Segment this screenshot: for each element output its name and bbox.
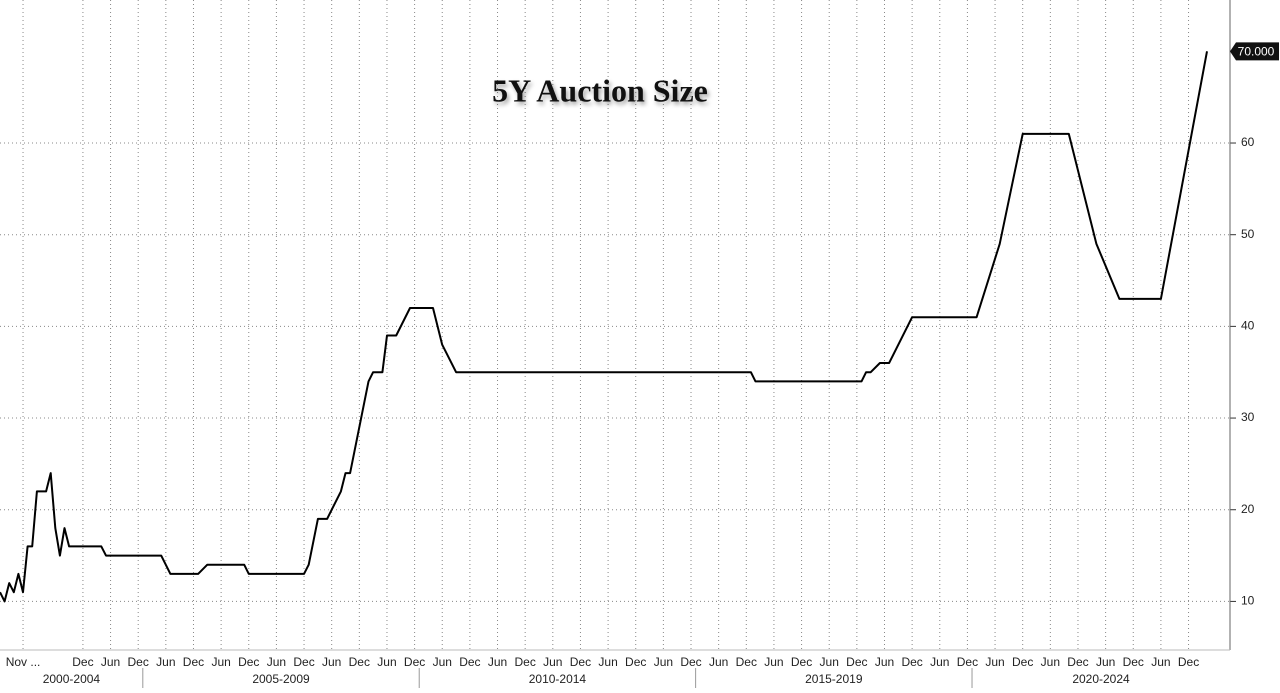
x-group-label: 2015-2019: [805, 672, 863, 686]
x-tick-label: Dec: [128, 655, 149, 669]
y-tick-label: 30: [1241, 410, 1255, 424]
x-tick-label: Dec: [1067, 655, 1088, 669]
x-tick-label: Jun: [1151, 655, 1170, 669]
x-tick-label: Jun: [488, 655, 507, 669]
x-tick-label: Jun: [764, 655, 783, 669]
x-tick-label: Dec: [1178, 655, 1199, 669]
last-value-tag: [1230, 42, 1279, 61]
chart-title: 5Y Auction Size: [492, 72, 708, 108]
x-tick-label: Dec: [183, 655, 204, 669]
x-tick-label: Jun: [211, 655, 230, 669]
x-tick-label: Dec: [1123, 655, 1144, 669]
y-tick-label: 20: [1241, 502, 1255, 516]
x-group-label: 2010-2014: [529, 672, 587, 686]
x-tick-label: Dec: [736, 655, 757, 669]
y-tick-label: 40: [1241, 319, 1255, 333]
x-tick-label: Dec: [846, 655, 867, 669]
x-group-label: 2020-2024: [1072, 672, 1130, 686]
x-tick-label: Jun: [709, 655, 728, 669]
x-tick-label: Jun: [1041, 655, 1060, 669]
x-tick-label: Jun: [433, 655, 452, 669]
x-tick-label: Dec: [791, 655, 812, 669]
x-group-label: 2005-2009: [252, 672, 310, 686]
x-tick-label: Jun: [985, 655, 1004, 669]
x-tick-label: Jun: [930, 655, 949, 669]
x-group-label: 2000-2004: [43, 672, 101, 686]
x-tick-label: Dec: [901, 655, 922, 669]
x-tick-label: Dec: [238, 655, 259, 669]
x-tick-label: Jun: [543, 655, 562, 669]
x-tick-label: Jun: [267, 655, 286, 669]
x-tick-label: Jun: [598, 655, 617, 669]
last-value-label: 70.000: [1238, 45, 1275, 59]
x-tick-label: Jun: [377, 655, 396, 669]
x-tick-label: Jun: [1096, 655, 1115, 669]
x-tick-label: Jun: [156, 655, 175, 669]
x-tick-label: Dec: [680, 655, 701, 669]
y-tick-label: 10: [1241, 594, 1255, 608]
x-tick-label: Dec: [404, 655, 425, 669]
x-tick-label: Jun: [322, 655, 341, 669]
x-tick-label: Jun: [875, 655, 894, 669]
x-tick-label: Jun: [101, 655, 120, 669]
x-tick-label: Jun: [820, 655, 839, 669]
y-tick-label: 60: [1241, 135, 1255, 149]
x-tick-label: Dec: [1012, 655, 1033, 669]
x-tick-label: Dec: [957, 655, 978, 669]
x-tick-label: Dec: [72, 655, 93, 669]
x-tick-label: Dec: [293, 655, 314, 669]
x-tick-label: Dec: [349, 655, 370, 669]
x-tick-label: Dec: [514, 655, 535, 669]
y-tick-label: 50: [1241, 227, 1255, 241]
x-tick-label: Dec: [570, 655, 591, 669]
x-tick-label: Nov ...: [6, 655, 41, 669]
x-tick-label: Dec: [625, 655, 646, 669]
data-line: [0, 51, 1208, 603]
x-tick-label: Jun: [654, 655, 673, 669]
x-tick-label: Dec: [459, 655, 480, 669]
